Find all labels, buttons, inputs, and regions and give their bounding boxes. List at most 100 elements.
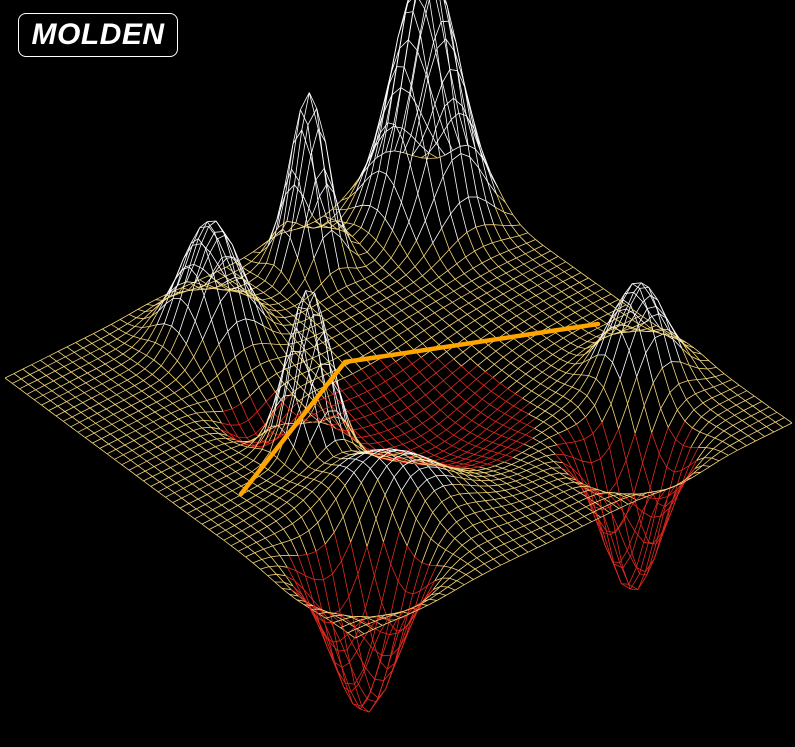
mesh-segment [317,511,328,523]
mesh-segment [602,503,612,508]
mesh-segment [133,327,143,337]
mesh-segment [654,331,663,335]
mesh-segment [675,479,685,487]
mesh-segment [451,439,462,447]
mesh-segment [535,410,546,419]
mesh-segment [183,483,193,489]
mesh-segment [368,443,377,451]
mesh-segment [518,466,527,471]
mesh-segment [181,266,190,270]
mesh-segment [385,454,394,457]
mesh-segment [701,353,710,362]
mesh-segment [657,502,666,508]
mesh-segment [365,266,374,275]
mesh-segment [145,411,156,417]
mesh-segment [359,708,370,713]
mesh-segment [720,445,731,452]
mesh-segment [157,486,168,493]
mesh-segment [348,651,357,663]
mesh-segment [242,261,252,268]
mesh-segment [144,305,155,312]
mesh-segment [320,363,330,366]
mesh-segment [331,402,341,407]
mesh-segment [592,433,601,460]
mesh-segment [140,326,150,339]
mesh-segment [161,292,170,303]
mesh-segment [438,416,449,425]
mesh-segment [595,378,604,388]
mesh-segment [285,305,295,310]
mesh-segment [322,218,332,226]
mesh-segment [42,390,53,396]
mesh-segment [466,115,475,129]
mesh-segment [176,424,186,429]
mesh-segment [280,271,290,282]
mesh-segment [618,503,629,509]
mesh-segment [140,396,150,402]
mesh-segment [254,320,264,327]
mesh-segment [359,312,368,320]
mesh-segment [251,252,261,262]
mesh-segment [362,454,373,463]
mesh-segment [485,499,495,502]
mesh-segment [366,518,377,547]
mesh-segment [404,428,414,435]
mesh-segment [267,308,277,312]
mesh-segment [124,343,132,348]
mesh-segment [749,420,759,427]
mesh-segment [758,416,768,422]
mesh-segment [508,246,518,251]
mesh-segment [211,266,220,278]
mesh-segment [494,363,502,371]
mesh-segment [674,470,682,473]
mesh-segment [202,465,213,471]
mesh-segment [205,288,214,290]
mesh-segment [194,518,203,525]
mesh-segment [496,408,505,415]
mesh-segment [660,408,669,428]
mesh-segment [267,373,277,380]
mesh-segment [603,288,612,295]
mesh-segment [47,360,57,367]
mesh-segment [570,390,580,402]
mesh-segment [416,240,425,257]
mesh-segment [516,310,526,317]
mesh-segment [638,492,649,495]
mesh-segment [185,421,195,426]
mesh-segment [431,586,441,595]
mesh-segment [312,283,322,294]
mesh-segment [364,342,373,352]
mesh-segment [416,220,426,241]
mesh-segment [565,442,574,458]
mesh-segment [464,414,472,421]
mesh-segment [367,313,377,320]
mesh-segment [319,488,329,500]
mesh-segment [420,288,429,296]
mesh-segment [559,472,569,475]
mesh-segment [199,279,208,285]
mesh-segment [423,529,432,540]
mesh-segment [636,322,645,330]
mesh-segment [350,542,359,575]
mesh-segment [378,614,387,619]
mesh-segment [224,392,233,410]
mesh-segment [345,421,354,444]
mesh-segment [445,589,456,596]
mesh-segment [414,330,425,337]
mesh-segment [585,405,595,418]
mesh-segment [493,467,503,472]
mesh-segment [399,392,410,400]
mesh-segment [292,516,302,524]
mesh-segment [571,332,580,339]
mesh-segment [425,580,436,598]
mesh-segment [250,525,259,532]
mesh-segment [476,500,486,503]
mesh-segment [561,400,571,410]
mesh-segment [395,361,404,371]
mesh-segment [300,458,309,467]
mesh-segment [384,452,394,456]
mesh-segment [710,403,720,410]
mesh-segment [436,565,444,567]
